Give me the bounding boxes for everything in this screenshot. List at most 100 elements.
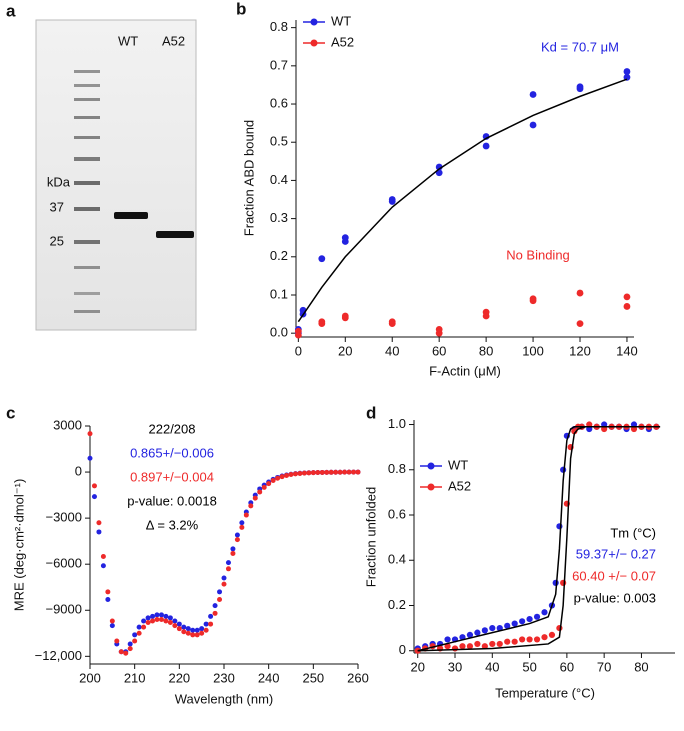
data-point [459,634,466,641]
data-point [208,613,214,619]
data-point [482,142,490,150]
annotation: 60.40 +/− 0.07 [572,568,656,583]
lane-label: WT [118,33,138,48]
data-point [118,649,124,655]
legend-marker [427,483,435,491]
data-point [623,68,631,75]
x-tick-label: 260 [347,670,369,685]
data-point [234,532,240,538]
y-tick-label: 0.7 [270,57,288,72]
data-point [230,546,236,552]
data-point [185,630,191,636]
data-point [292,471,298,477]
data-point [444,636,451,643]
data-point [504,638,511,645]
data-point [145,620,151,626]
data-point [541,609,548,616]
annotation: Δ = 3.2% [146,517,199,532]
data-point [337,469,343,475]
x-tick-label: 100 [522,343,544,358]
data-point [158,616,164,622]
data-point [212,603,218,609]
y-tick-label: 1.0 [388,416,406,431]
data-point [342,469,348,475]
data-point [623,293,631,301]
data-point [435,329,443,337]
data-point [208,621,214,627]
y-tick-label: 0.8 [388,461,406,476]
data-point [489,625,496,632]
y-tick-label: 0.6 [270,95,288,110]
data-point [96,529,102,535]
data-point [388,196,396,203]
x-tick-label: 20 [410,659,424,674]
data-point [87,455,93,461]
x-tick-label: 200 [79,670,101,685]
data-point [346,469,352,475]
data-point [252,495,258,501]
data-point [279,474,285,480]
x-tick-label: 140 [616,343,638,358]
y-axis-label: Fraction ABD bound [241,120,256,236]
annotation: 59.37+/− 0.27 [576,546,656,561]
data-point [109,623,115,629]
y-tick-label: 0.8 [270,19,288,34]
data-point [466,631,474,639]
annotation: Tm (°C) [610,525,656,540]
marker-label: 25 [50,233,64,248]
data-point [318,255,326,263]
annotation: p-value: 0.003 [574,590,656,605]
data-point [257,489,263,495]
y-tick-label: −6000 [45,556,82,571]
data-point [203,627,209,633]
data-point [100,563,106,569]
y-tick-label: 0.4 [270,172,288,187]
data-point [127,641,133,647]
data-point [172,618,178,624]
data-point [560,579,567,586]
x-axis-label: Wavelength (nm) [175,691,274,706]
data-point [315,470,321,476]
data-point [355,469,361,475]
data-point [556,625,563,632]
data-point [466,643,474,650]
data-point [239,520,245,526]
y-tick-label: 0.5 [270,134,288,149]
x-tick-label: 0 [295,343,302,358]
data-point [190,632,196,638]
data-point [623,303,631,310]
x-axis-label: F-Actin (μM) [429,363,501,378]
x-tick-label: 60 [432,343,446,358]
y-tick-label: 0.1 [270,286,288,301]
x-tick-label: 70 [597,659,611,674]
legend-marker [310,39,318,47]
data-point [203,621,209,627]
data-point [576,83,584,91]
legend-label: WT [331,13,351,28]
data-point [481,627,488,634]
data-point [324,469,330,475]
x-tick-label: 40 [485,659,499,674]
data-point [623,73,631,81]
ladder [74,70,100,313]
y-axis-label: MRE (deg·cm²·dmol⁻¹) [11,479,26,612]
data-point [261,484,267,490]
data-point [333,469,339,475]
data-point [158,612,164,618]
data-point [294,331,302,339]
y-tick-label: 0.2 [270,248,288,263]
data-point [190,627,196,633]
data-point [217,597,223,603]
data-point [212,610,218,616]
y-tick-label: 0.0 [270,325,288,340]
data-point [388,320,396,328]
x-tick-label: 60 [560,659,574,674]
data-point [176,626,182,632]
fit-line [417,426,661,652]
data-point [154,616,160,622]
panel-label: a [6,1,16,20]
data-point [270,478,276,484]
data-point [181,629,187,635]
data-point [132,632,138,638]
x-tick-label: 20 [338,343,352,358]
